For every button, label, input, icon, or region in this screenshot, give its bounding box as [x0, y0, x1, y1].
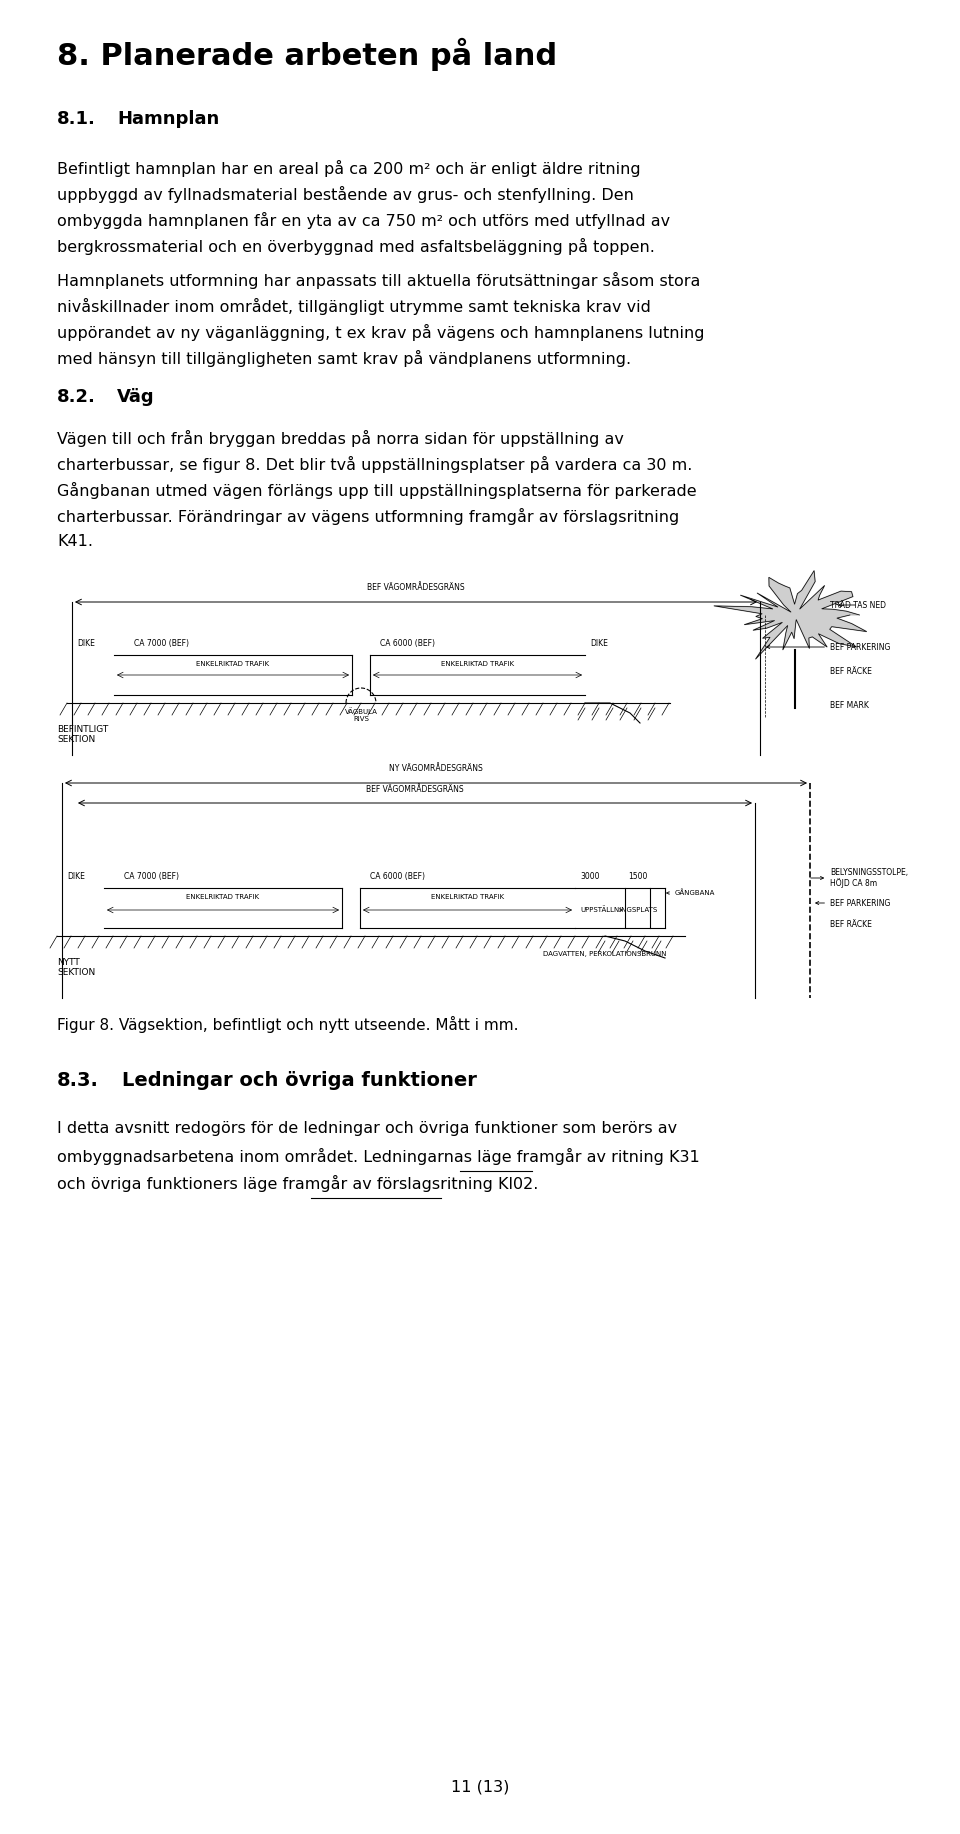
Text: Figur 8. Vägsektion, befintligt och nytt utseende. Mått i mm.: Figur 8. Vägsektion, befintligt och nytt…	[57, 1016, 518, 1033]
Text: bergkrossmaterial och en överbyggnad med asfaltsbeläggning på toppen.: bergkrossmaterial och en överbyggnad med…	[57, 238, 655, 255]
Text: ombyggda hamnplanen får en yta av ca 750 m² och utförs med utfyllnad av: ombyggda hamnplanen får en yta av ca 750…	[57, 213, 670, 229]
Text: ENKELRIKTAD TRAFIK: ENKELRIKTAD TRAFIK	[186, 893, 259, 900]
Text: NYTT
SEKTION: NYTT SEKTION	[57, 957, 95, 978]
Text: BEF RÄCKE: BEF RÄCKE	[830, 921, 872, 930]
Text: 8.1.: 8.1.	[57, 110, 96, 128]
Text: BEF VÄGOMRÅDESGRÄNS: BEF VÄGOMRÅDESGRÄNS	[367, 583, 465, 592]
Text: DIKE: DIKE	[67, 871, 84, 880]
Text: 11 (13): 11 (13)	[451, 1779, 509, 1794]
Text: TRÄD TAS NED: TRÄD TAS NED	[830, 600, 886, 609]
Text: CA 7000 (BEF): CA 7000 (BEF)	[124, 871, 179, 880]
Text: CA 6000 (BEF): CA 6000 (BEF)	[380, 638, 435, 647]
Text: BEF VÄGOMRÅDESGRÄNS: BEF VÄGOMRÅDESGRÄNS	[366, 785, 464, 794]
Text: ENKELRIKTAD TRAFIK: ENKELRIKTAD TRAFIK	[431, 893, 504, 900]
Text: CA 6000 (BEF): CA 6000 (BEF)	[370, 871, 425, 880]
Text: ENKELRIKTAD TRAFIK: ENKELRIKTAD TRAFIK	[197, 660, 270, 668]
Text: charterbussar. Förändringar av vägens utformning framgår av förslagsritning: charterbussar. Förändringar av vägens ut…	[57, 508, 680, 525]
Text: Ledningar och övriga funktioner: Ledningar och övriga funktioner	[122, 1071, 477, 1089]
Text: NY VÄGOMRÅDESGRÄNS: NY VÄGOMRÅDESGRÄNS	[389, 765, 483, 772]
Text: DIKE: DIKE	[77, 638, 95, 647]
Text: nivåskillnader inom området, tillgängligt utrymme samt tekniska krav vid: nivåskillnader inom området, tillgänglig…	[57, 297, 651, 315]
Text: och övriga funktioners läge framgår av förslagsritning Kl02.: och övriga funktioners läge framgår av f…	[57, 1176, 539, 1192]
Text: K41.: K41.	[57, 534, 93, 548]
Text: I detta avsnitt redogörs för de ledningar och övriga funktioner som berörs av: I detta avsnitt redogörs för de ledninga…	[57, 1121, 677, 1135]
Text: BEF PARKERING: BEF PARKERING	[816, 899, 890, 908]
Text: GÅNGBANA: GÅNGBANA	[666, 889, 715, 897]
Text: Hamnplanets utformning har anpassats till aktuella förutsättningar såsom stora: Hamnplanets utformning har anpassats til…	[57, 271, 701, 290]
Text: Gångbanan utmed vägen förlängs upp till uppställningsplatserna för parkerade: Gångbanan utmed vägen förlängs upp till …	[57, 482, 697, 499]
Text: BEF PARKERING: BEF PARKERING	[767, 642, 890, 651]
Text: VÄGBULA
RIVS: VÄGBULA RIVS	[345, 708, 377, 723]
Text: Vägen till och från bryggan breddas på norra sidan för uppställning av: Vägen till och från bryggan breddas på n…	[57, 429, 624, 447]
Text: CA 7000 (BEF): CA 7000 (BEF)	[134, 638, 189, 647]
Text: DAGVATTEN, PERKOLATIONSBRUNN: DAGVATTEN, PERKOLATIONSBRUNN	[543, 952, 667, 957]
Text: BEF RÄCKE: BEF RÄCKE	[830, 668, 872, 677]
Text: 1500: 1500	[628, 871, 647, 880]
Text: 3000: 3000	[580, 871, 599, 880]
Text: Väg: Väg	[117, 389, 155, 405]
Text: BELYSNINGSSTOLPE,
HÖJD CA 8m: BELYSNINGSSTOLPE, HÖJD CA 8m	[811, 867, 908, 888]
Text: uppbyggd av fyllnadsmaterial bestående av grus- och stenfyllning. Den: uppbyggd av fyllnadsmaterial bestående a…	[57, 185, 634, 204]
Text: BEF MARK: BEF MARK	[830, 701, 869, 710]
Text: med hänsyn till tillgängligheten samt krav på vändplanens utformning.: med hänsyn till tillgängligheten samt kr…	[57, 350, 631, 367]
Text: BEFINTLIGT
SEKTION: BEFINTLIGT SEKTION	[57, 724, 108, 745]
Text: UPPSTÄLLNINGSPLATS: UPPSTÄLLNINGSPLATS	[580, 906, 658, 913]
Text: 8.2.: 8.2.	[57, 389, 96, 405]
Text: DIKE: DIKE	[590, 638, 608, 647]
Text: 8.3.: 8.3.	[57, 1071, 99, 1089]
Text: 8. Planerade arbeten på land: 8. Planerade arbeten på land	[57, 39, 557, 72]
Text: Hamnplan: Hamnplan	[117, 110, 219, 128]
Text: ENKELRIKTAD TRAFIK: ENKELRIKTAD TRAFIK	[441, 660, 514, 668]
Text: charterbussar, se figur 8. Det blir två uppställningsplatser på vardera ca 30 m.: charterbussar, se figur 8. Det blir två …	[57, 457, 692, 473]
Polygon shape	[714, 570, 867, 658]
Text: ombyggnadsarbetena inom området. Ledningarnas läge framgår av ritning K31: ombyggnadsarbetena inom området. Ledning…	[57, 1148, 700, 1165]
Text: Befintligt hamnplan har en areal på ca 200 m² och är enligt äldre ritning: Befintligt hamnplan har en areal på ca 2…	[57, 160, 640, 178]
Text: uppörandet av ny väganläggning, t ex krav på vägens och hamnplanens lutning: uppörandet av ny väganläggning, t ex kra…	[57, 325, 705, 341]
